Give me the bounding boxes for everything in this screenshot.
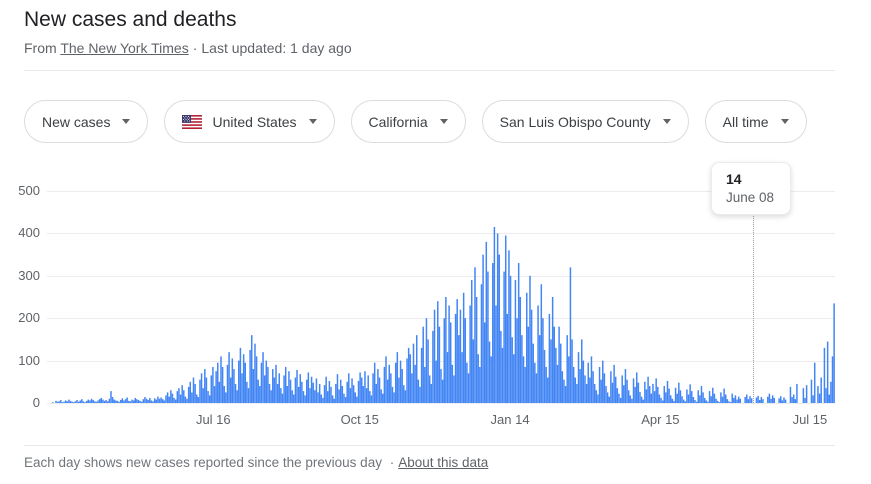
metric-dropdown-label: New cases [42,113,111,130]
chevron-down-icon [662,119,671,124]
gridline [47,275,835,277]
about-this-data-link[interactable]: About this data [398,455,489,470]
time-range-dropdown-label: All time [722,113,769,130]
cases-bars [52,227,835,403]
hover-tooltip: 14 June 08 [711,162,791,215]
separator-dot: · [389,455,395,470]
hover-crosshair-line [752,212,754,403]
county-dropdown[interactable]: San Luis Obispo County [481,100,689,143]
last-updated: Last updated: 1 day ago [201,40,352,56]
x-axis-label: Jan 14 [490,412,530,427]
source-line: From The New York Times · Last updated: 1 … [24,40,352,56]
time-range-dropdown[interactable]: All time [704,100,807,143]
y-axis-label: 100 [18,352,40,368]
y-axis-label: 0 [32,395,40,410]
footer-note: Each day shows new cases reported since … [24,455,488,470]
state-dropdown-label: California [368,113,428,130]
page-title: New cases and deaths [24,8,237,31]
country-dropdown[interactable]: United States [164,100,335,143]
tooltip-date: June 08 [726,190,775,205]
x-axis-label: Jul 15 [792,412,828,427]
x-axis-label: Apr 15 [641,412,680,427]
footer-divider [24,445,835,446]
chevron-down-icon [308,119,317,124]
gridline [47,233,835,235]
footer-note-text: Each day shows new cases reported since … [24,455,382,470]
chevron-down-icon [439,119,448,124]
metric-dropdown[interactable]: New cases [24,100,149,143]
county-dropdown-label: San Luis Obispo County [499,113,651,130]
chevron-down-icon [780,119,789,124]
us-flag-icon [182,114,203,129]
chevron-down-icon [122,119,131,124]
separator-dot: · [192,40,198,56]
source-link[interactable]: The New York Times [60,40,189,56]
tooltip-value: 14 [726,171,742,187]
gridline [47,403,835,404]
country-dropdown-label: United States [212,113,297,130]
x-axis-label: Oct 15 [340,412,379,427]
y-axis-label: 400 [18,225,40,241]
gridline [47,360,835,362]
header-divider [24,70,835,71]
y-axis-label: 500 [18,183,40,198]
state-dropdown[interactable]: California [350,100,466,143]
filter-bar: New cases [24,100,807,143]
y-axis-label: 300 [18,267,40,283]
gridline [47,318,835,320]
x-axis-label: Jul 16 [195,412,231,427]
source-prefix: From [24,40,57,56]
y-axis-label: 200 [18,310,40,326]
